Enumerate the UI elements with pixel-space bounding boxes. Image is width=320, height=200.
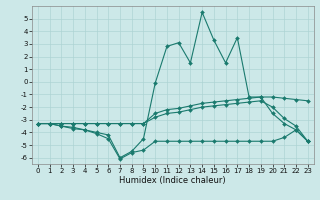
- X-axis label: Humidex (Indice chaleur): Humidex (Indice chaleur): [119, 176, 226, 185]
